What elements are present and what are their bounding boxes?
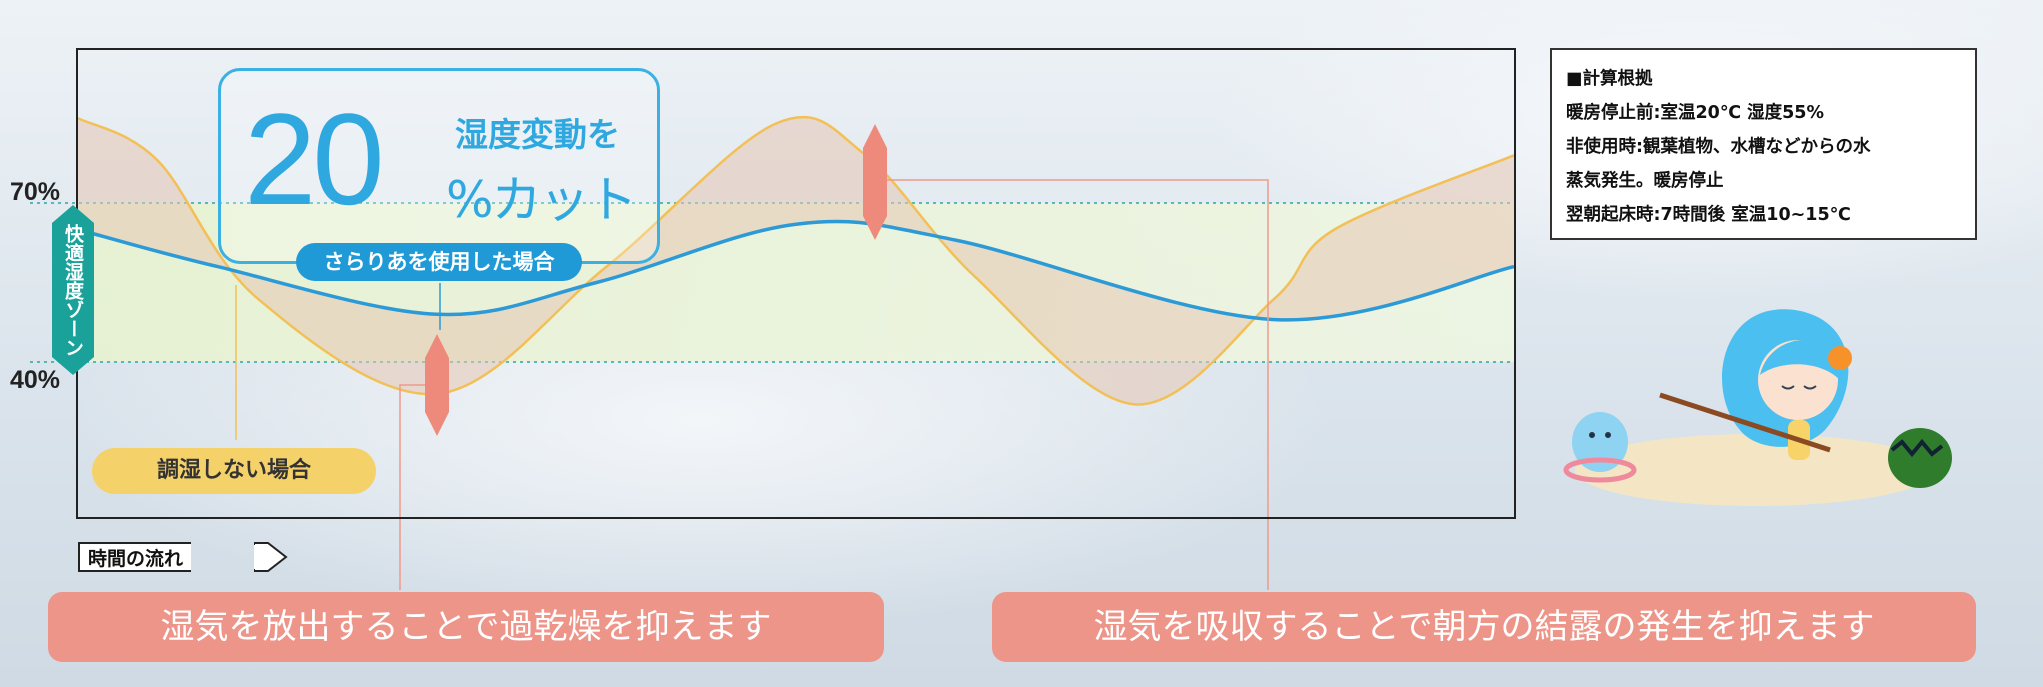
legend-sararia: さらりあを使用した場合 <box>296 243 582 281</box>
mascot-illustration <box>1563 309 1952 506</box>
variation-arrow-high <box>863 124 887 240</box>
reduction-unit: %カット <box>446 171 638 229</box>
y-tick-40: 40% <box>10 366 61 394</box>
comfort-zone-label: 快適湿度ゾーン <box>62 223 84 357</box>
reduction-number: 20 <box>244 86 385 232</box>
info-line-2: 非使用時:観葉植物、水槽などからの水 <box>1566 137 1871 157</box>
banner-condensation-prevention: 湿気を吸収することで朝方の結露の発生を抑えます <box>992 592 1976 662</box>
calculation-basis-box: ■計算根拠 暖房停止前:室温20℃ 湿度55% 非使用時:観葉植物、水槽などから… <box>1550 48 1977 240</box>
y-tick-70: 70% <box>10 178 61 206</box>
comfort-zone-tag: 快適湿度ゾーン <box>52 205 94 375</box>
reduction-callout <box>218 68 660 264</box>
arrow-right-icon <box>254 542 288 572</box>
reduction-heading: 湿度変動を <box>455 115 620 154</box>
banner-dry-prevention: 湿気を放出することで過乾燥を抑えます <box>48 592 884 662</box>
series-difference-area <box>78 117 1514 405</box>
leader-line-left <box>399 384 437 590</box>
leader-line-right <box>875 179 1269 590</box>
variation-arrow-low <box>425 334 449 436</box>
info-line-4: 翌朝起床時:7時間後 室温10~15℃ <box>1566 205 1851 225</box>
legend-no-control: 調湿しない場合 <box>92 448 376 494</box>
series-no-control-line <box>77 115 1515 406</box>
info-line-1: 暖房停止前:室温20℃ 湿度55% <box>1566 103 1825 123</box>
time-flow-text: 時間の流れ <box>78 542 192 572</box>
series-sararia-line <box>77 219 1515 322</box>
info-title: ■計算根拠 <box>1566 69 1653 89</box>
info-line-3: 蒸気発生。暖房停止 <box>1566 171 1724 191</box>
